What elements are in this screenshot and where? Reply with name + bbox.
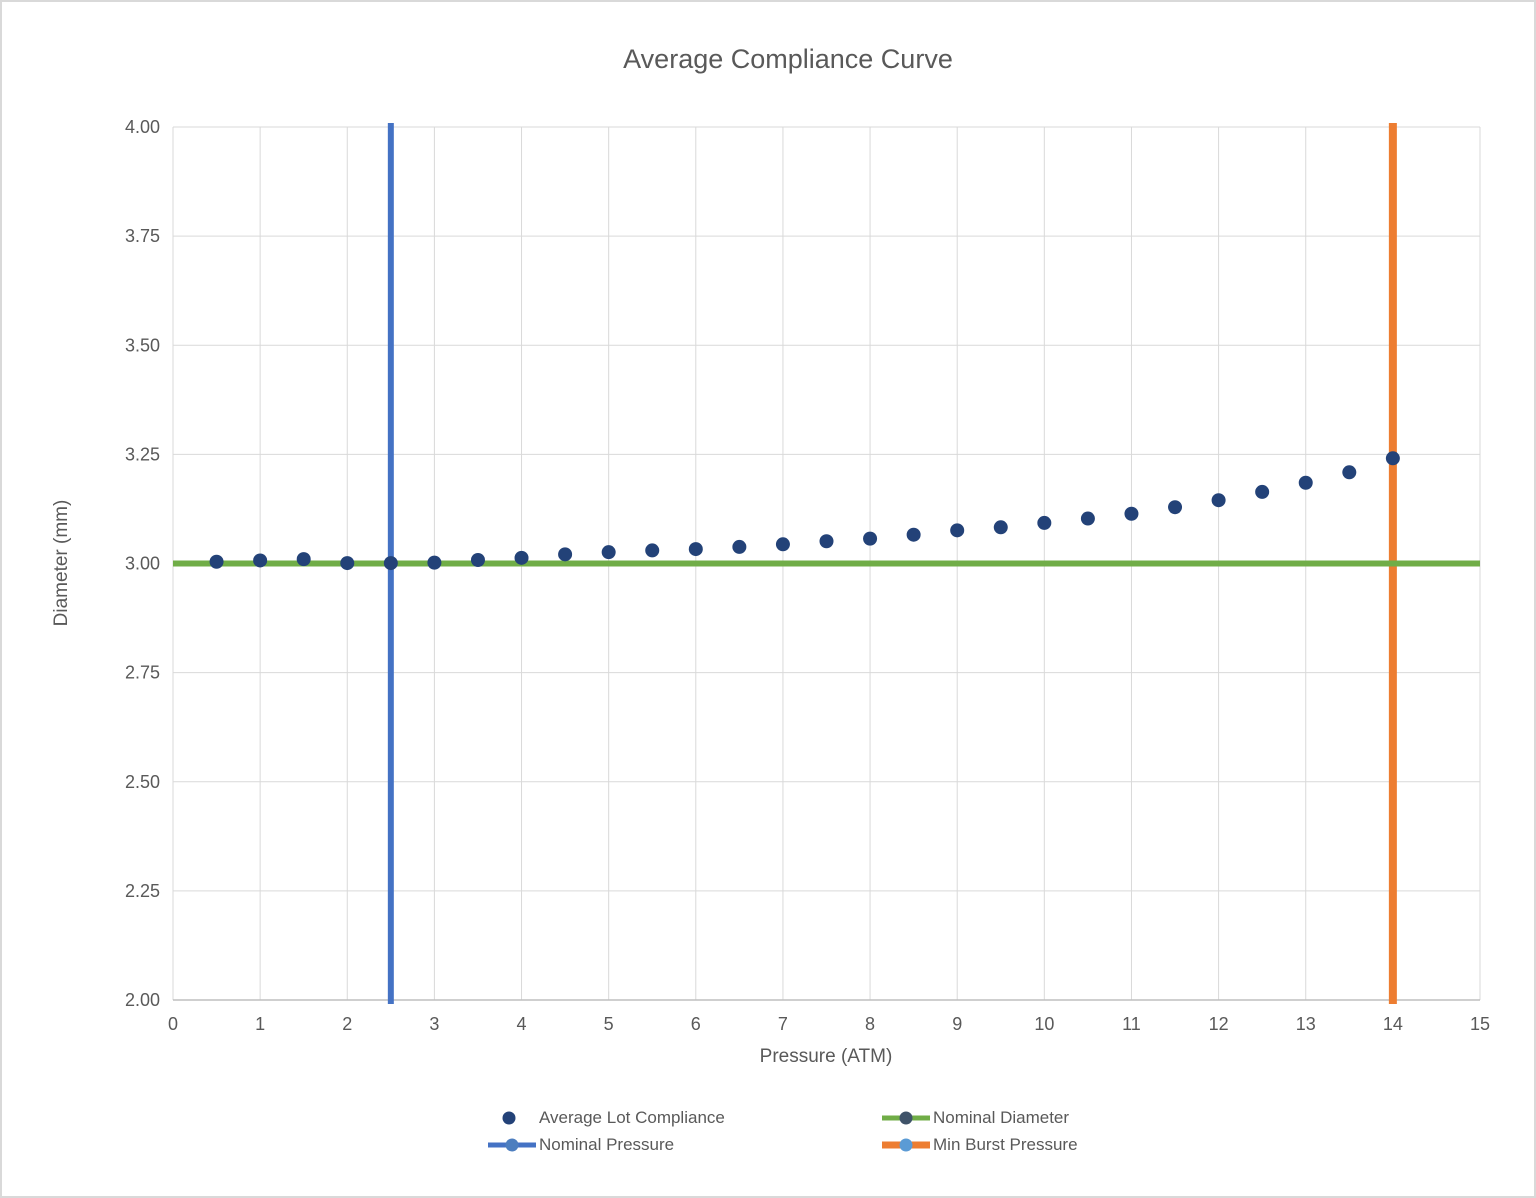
legend-item-min-burst-pressure[interactable]: Min Burst Pressure (882, 1135, 1078, 1155)
data-point (209, 554, 224, 569)
x-tick-label: 9 (952, 1014, 962, 1034)
x-tick-label: 5 (604, 1014, 614, 1034)
legend-item-average-lot-compliance[interactable]: Average Lot Compliance (488, 1108, 725, 1128)
x-tick-label: 3 (429, 1014, 439, 1034)
x-tick-label: 15 (1470, 1014, 1490, 1034)
x-tick-label: 4 (517, 1014, 527, 1034)
x-tick-label: 11 (1122, 1014, 1141, 1034)
data-point (1211, 493, 1226, 508)
data-point (1385, 451, 1400, 466)
data-point (427, 555, 442, 570)
data-point (601, 545, 616, 560)
legend-label-nominal-diameter: Nominal Diameter (933, 1108, 1070, 1127)
y-tick-label: 3.50 (125, 335, 160, 355)
legend-label-min-burst-pressure: Min Burst Pressure (933, 1135, 1078, 1154)
data-point (253, 553, 268, 568)
data-point (775, 537, 790, 552)
data-point (1080, 511, 1095, 526)
data-point (819, 534, 834, 549)
data-point (993, 520, 1008, 535)
line-marker-icon (882, 1111, 930, 1125)
data-point (688, 542, 703, 557)
data-point (950, 523, 965, 538)
x-tick-label: 7 (778, 1014, 788, 1034)
x-tick-label: 14 (1383, 1014, 1403, 1034)
x-tick-label: 8 (865, 1014, 875, 1034)
y-tick-label: 3.25 (125, 444, 160, 464)
data-point (470, 553, 485, 568)
y-tick-label: 2.25 (125, 881, 160, 901)
line-marker-icon (882, 1138, 930, 1152)
legend-line-dot (899, 1111, 913, 1125)
x-tick-label: 6 (691, 1014, 701, 1034)
data-point (732, 539, 747, 554)
data-point (340, 556, 355, 571)
x-tick-label: 10 (1034, 1014, 1054, 1034)
x-tick-label: 0 (168, 1014, 178, 1034)
y-axis-title: Diameter (mm) (51, 499, 72, 627)
legend-line-dot (505, 1138, 519, 1152)
legend-line-dot (899, 1138, 913, 1152)
data-point (558, 547, 573, 562)
legend-label-average-lot-compliance: Average Lot Compliance (539, 1108, 725, 1127)
data-point (1168, 500, 1183, 515)
y-tick-label: 2.75 (125, 663, 160, 683)
x-tick-label: 13 (1296, 1014, 1316, 1034)
scatter-marker-dot (502, 1111, 516, 1125)
data-point (645, 543, 660, 558)
data-point (296, 552, 311, 567)
y-tick-label: 2.00 (125, 990, 160, 1010)
y-tick-label: 4.00 (125, 117, 160, 137)
x-axis-title: Pressure (ATM) (759, 1046, 893, 1067)
legend-label-nominal-pressure: Nominal Pressure (539, 1135, 675, 1154)
data-point (1255, 484, 1270, 499)
chart-title: Average Compliance Curve (623, 44, 953, 74)
x-tick-label: 12 (1209, 1014, 1229, 1034)
y-tick-label: 3.75 (125, 226, 160, 246)
series-average-lot-compliance (209, 451, 1400, 571)
legend-item-nominal-pressure[interactable]: Nominal Pressure (488, 1135, 674, 1155)
x-tick-label: 2 (342, 1014, 352, 1034)
data-point (1037, 515, 1052, 530)
data-point (906, 527, 921, 542)
x-tick-labels: 0 1 2 3 4 5 6 7 8 9 10 11 12 13 14 15 (168, 1014, 1490, 1034)
line-marker-icon (488, 1138, 536, 1152)
x-tick-label: 1 (255, 1014, 265, 1034)
legend-item-nominal-diameter[interactable]: Nominal Diameter (882, 1108, 1069, 1128)
y-tick-label: 3.00 (125, 554, 160, 574)
y-tick-labels: 2.00 2.25 2.50 2.75 3.00 3.25 3.50 3.75 4.00 (125, 117, 160, 1010)
data-point (1342, 465, 1357, 480)
y-tick-label: 2.50 (125, 772, 160, 792)
data-point (383, 556, 398, 571)
data-point (514, 550, 529, 565)
data-point (1298, 475, 1313, 490)
data-point (1124, 506, 1139, 521)
scatter-marker-icon (502, 1111, 516, 1125)
data-point (863, 531, 878, 546)
